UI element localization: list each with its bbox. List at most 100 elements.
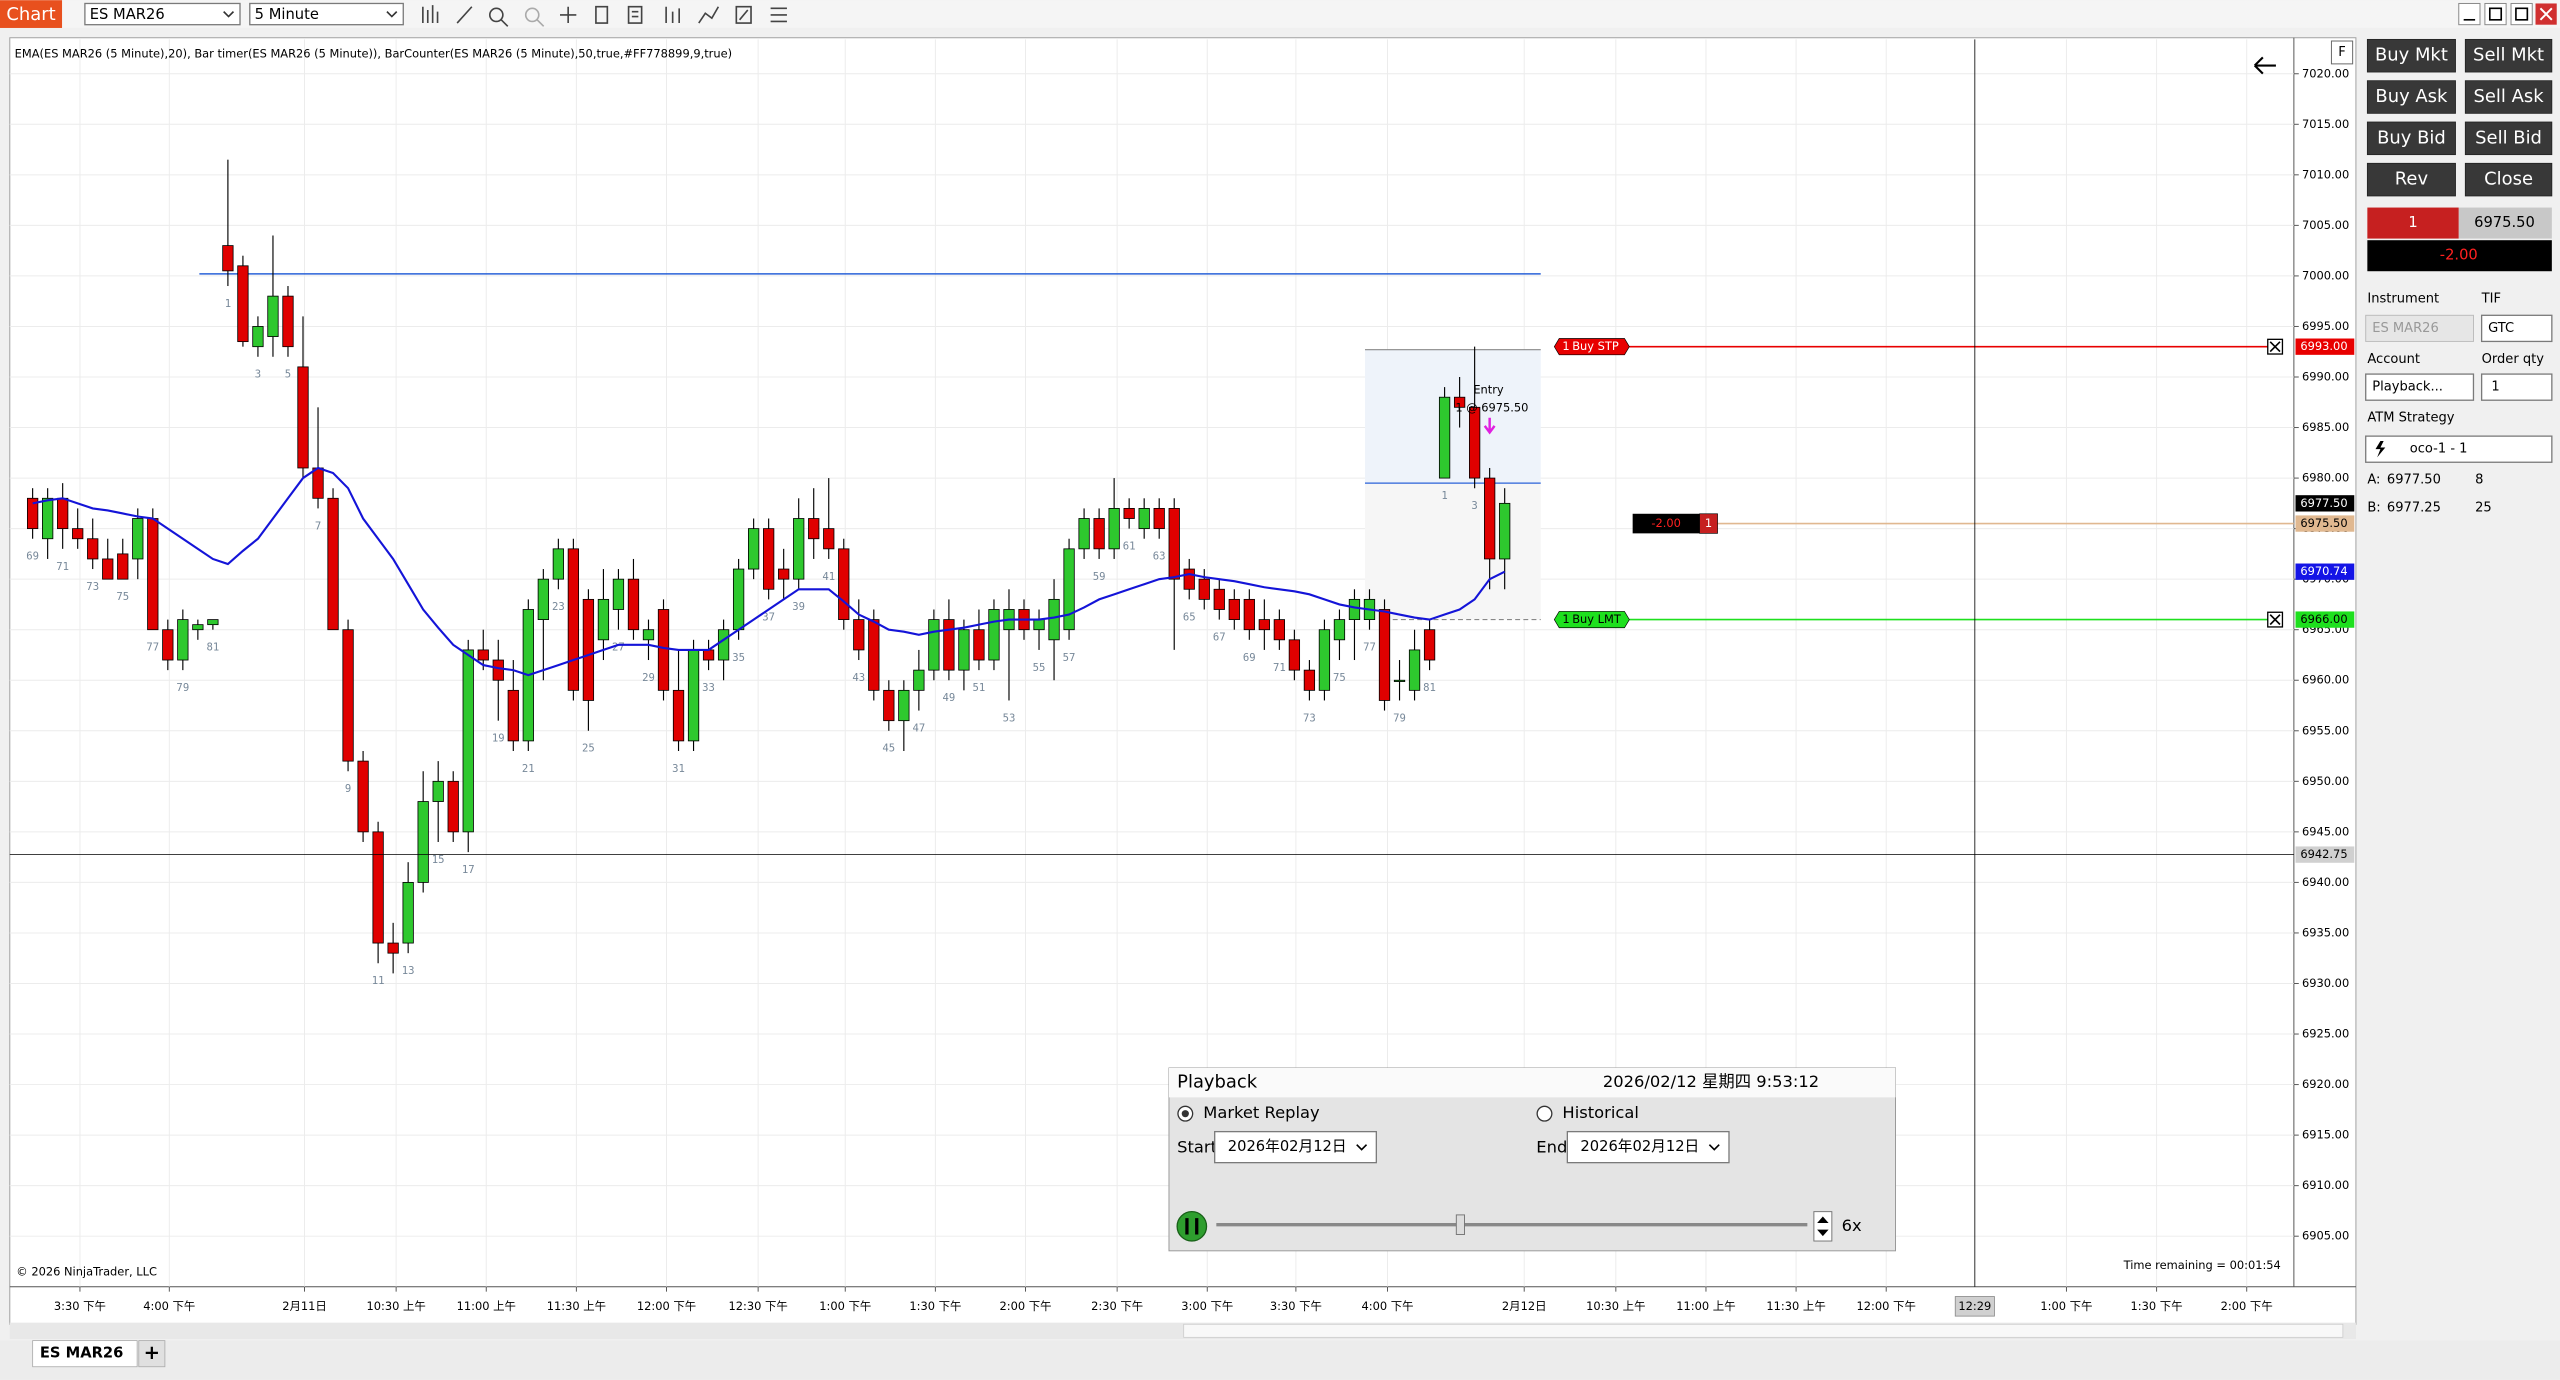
candle-body (417, 801, 429, 883)
candle-body (1123, 507, 1135, 519)
bar-count: 17 (462, 863, 475, 876)
y-tick-label: 7010.00 (2302, 167, 2349, 181)
radio-historical[interactable] (1536, 1105, 1553, 1122)
speed-spinner[interactable] (1813, 1211, 1833, 1242)
x-tick-label: 10:30 上午 (366, 1299, 425, 1313)
order-button[interactable] (2366, 38, 2456, 73)
tab-label: ES MAR26 (40, 1345, 123, 1362)
spinner-arrows (1817, 1216, 1829, 1237)
interval-text: 5 Minute (255, 6, 319, 23)
add-tab[interactable] (138, 1340, 166, 1368)
start-select[interactable] (1214, 1130, 1377, 1164)
chart-tab[interactable] (0, 0, 63, 28)
scrollbar-thumb[interactable] (1183, 1323, 2344, 1338)
order-price-label: 6993.00 (2300, 339, 2347, 353)
qty-input[interactable] (2480, 373, 2553, 401)
historical-label: Historical (1562, 1103, 1638, 1122)
candle-body (1048, 598, 1060, 641)
entry-detail: 1 @ 6975.50 (1455, 400, 1528, 414)
candle-body (838, 548, 850, 621)
ask-price: 6977.50 (2387, 473, 2441, 488)
ema-line (32, 466, 1506, 677)
order-qty: 1 (1562, 339, 1569, 353)
candle-body (312, 467, 324, 499)
account-select[interactable] (2365, 373, 2475, 401)
candle-body (1393, 679, 1406, 682)
bar-count: 11 (372, 974, 385, 987)
account-value: Playback... (2372, 380, 2443, 395)
candle-body (1408, 649, 1421, 691)
order-button[interactable] (2464, 121, 2553, 156)
toolbar-icons[interactable] (422, 5, 787, 27)
y-tick-label: 6945.00 (2302, 824, 2349, 838)
order-button[interactable] (2464, 38, 2553, 73)
candle-body (958, 629, 970, 671)
order-button[interactable] (2366, 80, 2456, 114)
end-date: 2026年02月12日 (1580, 1138, 1699, 1155)
order-cancel-x (2269, 341, 2281, 353)
stop-zone (1364, 483, 1541, 620)
bar-count: 71 (1273, 661, 1286, 674)
order-tag[interactable] (1553, 338, 1630, 356)
candle-body (1063, 548, 1075, 631)
bar-count: 81 (206, 641, 219, 654)
tif-select[interactable] (2480, 314, 2553, 343)
candle-body (898, 689, 910, 722)
x-tick-label: 11:00 上午 (1676, 1299, 1735, 1313)
slider-thumb[interactable] (1455, 1214, 1465, 1235)
bar-count: 61 (1123, 540, 1136, 553)
position-pnl: -2.00 (1651, 516, 1681, 530)
x-tick-label: 2:00 下午 (999, 1299, 1051, 1313)
tab[interactable] (32, 1340, 138, 1368)
x-tick-label: 11:30 上午 (547, 1299, 606, 1313)
candle-body (342, 629, 354, 762)
bar-count: 67 (1213, 631, 1226, 644)
y-tick-label: 6995.00 (2302, 319, 2349, 333)
candle-body (883, 689, 895, 722)
pause-button[interactable] (1176, 1210, 1208, 1242)
candle-body (1438, 396, 1451, 479)
bar-count: 57 (1063, 651, 1076, 664)
order-button-label: Sell Ask (2474, 86, 2545, 107)
y-tick-label: 6925.00 (2302, 1027, 2349, 1041)
copyright: © 2026 NinjaTrader, LLC (16, 1265, 157, 1279)
candle-body (1378, 609, 1391, 701)
bar-count: 33 (702, 681, 715, 694)
bar-count: 81 (1423, 681, 1436, 694)
candle-body (747, 528, 760, 570)
f-button[interactable] (2330, 40, 2354, 65)
window-controls[interactable] (2458, 2, 2557, 26)
candle-body (177, 619, 189, 661)
candle-body (282, 295, 294, 348)
order-button-label: Sell Mkt (2473, 45, 2544, 66)
bar-count: 79 (176, 681, 189, 694)
x-tick-label: 12:00 下午 (1857, 1299, 1916, 1313)
order-tag[interactable] (1553, 611, 1630, 629)
order-button[interactable] (2366, 162, 2456, 197)
interval-select[interactable] (249, 2, 404, 26)
playback-title: Playback (1177, 1072, 1258, 1093)
bar-count: 47 (912, 722, 925, 735)
candle-body (1228, 598, 1240, 621)
candle-body (447, 780, 459, 833)
bar-count: 75 (1333, 671, 1346, 684)
position-pnl-box[interactable] (1632, 513, 1700, 534)
order-button[interactable] (2464, 162, 2553, 197)
candle-body (252, 326, 264, 348)
order-price-label: 6966.00 (2300, 612, 2347, 626)
candle-body (823, 528, 835, 550)
axis-marker-box (2295, 495, 2355, 512)
candle-body (973, 629, 985, 661)
candle-body (207, 619, 219, 626)
y-tick-label: 6920.00 (2302, 1077, 2349, 1091)
position-price-label-box (2295, 515, 2355, 532)
atm-select[interactable] (2365, 435, 2553, 463)
order-button[interactable] (2366, 121, 2456, 156)
instrument-select[interactable] (84, 2, 241, 26)
ask-label: A: (2367, 473, 2380, 488)
candle-body (717, 629, 730, 661)
end-select[interactable] (1566, 1130, 1730, 1164)
indicator-label: EMA(ES MAR26 (5 Minute),20), Bar timer(E… (15, 47, 732, 61)
back-arrow[interactable] (2253, 56, 2276, 75)
order-button[interactable] (2464, 80, 2553, 114)
